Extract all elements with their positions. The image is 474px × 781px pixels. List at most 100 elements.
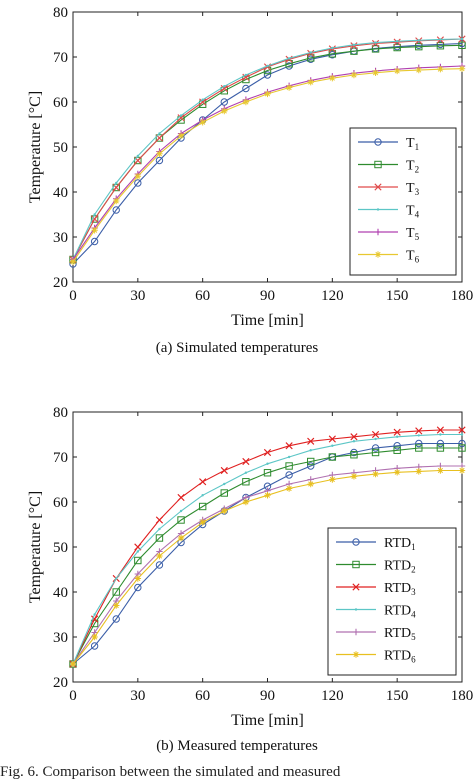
data-point [328,50,337,58]
data-point [179,509,183,513]
legend-marker [374,251,382,258]
data-point [134,583,142,592]
data-point [263,448,272,457]
y-tick-label: 80 [53,5,68,21]
data-point [372,470,379,478]
series-t6 [69,65,466,265]
data-point [285,462,293,470]
x-tick-label: 90 [260,288,275,304]
data-point [113,602,120,609]
data-point [329,74,336,82]
data-point [352,440,356,443]
data-point [69,258,77,265]
x-tick-label: 150 [386,688,409,704]
legend-entry-label: RTD3 [384,581,416,597]
legend-entry-label: T2 [406,159,419,175]
data-point [328,453,337,461]
data-point [307,480,314,488]
x-tick-label: 0 [69,288,77,304]
figure-caption-text: Fig. 6. Comparison between the simulated… [0,764,341,780]
data-point [374,41,377,44]
data-point [458,467,466,474]
data-point [155,134,164,142]
y-tick-label: 80 [53,405,68,421]
data-point [155,534,164,542]
data-point [91,633,98,641]
y-tick-label: 40 [53,185,68,201]
series-line [72,442,462,665]
y-tick-label: 70 [53,50,68,66]
legend-marker [376,208,380,211]
data-point [221,107,228,115]
legend-marker [352,651,360,658]
data-point [395,40,399,43]
data-point [307,457,315,466]
data-point [136,550,140,553]
y-tick-label: 30 [53,630,68,646]
data-point [112,183,120,192]
x-tick-label: 0 [69,688,77,704]
data-point [263,469,272,477]
data-point [415,444,423,452]
data-point [437,65,444,73]
data-point [417,39,420,42]
series-rtd6 [69,467,466,668]
data-point [350,71,358,79]
data-point [220,489,228,497]
legend-entry-label: RTD4 [384,604,416,620]
series-rtd1 [69,439,466,668]
data-point [158,132,161,135]
data-point [350,433,358,441]
data-point [158,527,161,531]
data-point [264,90,271,98]
data-point [223,85,226,88]
legend-entry-label: RTD2 [384,559,416,575]
data-point [242,457,250,466]
data-point [177,534,185,542]
data-point [415,427,423,435]
data-point [436,439,445,448]
data-point [244,471,248,474]
caption-measured: (b) Measured temperatures [156,738,318,754]
data-point [285,84,293,91]
x-axis-label: Time [min] [231,312,304,329]
data-point [264,492,271,499]
y-tick-label: 20 [53,275,68,291]
x-tick-label: 30 [130,288,145,304]
data-point [371,444,380,452]
data-point [115,577,118,580]
data-point [328,435,336,443]
data-point [244,73,248,77]
y-tick-label: 40 [53,585,68,601]
series-line [72,447,462,665]
data-point [393,43,401,52]
data-point [460,433,464,436]
data-point [458,439,466,448]
data-point [350,47,358,55]
data-point [199,98,207,106]
data-point [223,482,226,486]
x-tick-label: 90 [260,688,275,704]
data-point [201,98,204,101]
data-point [242,73,250,81]
legend-entry-label: T4 [406,204,420,220]
data-point [458,41,466,49]
data-point [458,65,466,72]
data-point [136,154,140,158]
data-point [93,613,96,616]
data-point [177,493,185,502]
series-rtd2 [69,444,466,668]
series-t4 [71,37,464,261]
data-point [198,502,207,511]
data-point [220,466,228,475]
y-tick-label: 50 [53,140,68,156]
data-point [220,84,228,93]
legend: RTD1 RTD2 RTD3 RTD4 RTD5 RTD6 [327,527,457,676]
legend-entry-label: RTD1 [384,536,416,552]
legend-marker [352,560,360,569]
data-point [371,430,380,439]
data-point [309,51,312,54]
data-point [91,215,99,223]
data-point [436,426,444,434]
legend-entry-label: RTD6 [384,649,416,665]
